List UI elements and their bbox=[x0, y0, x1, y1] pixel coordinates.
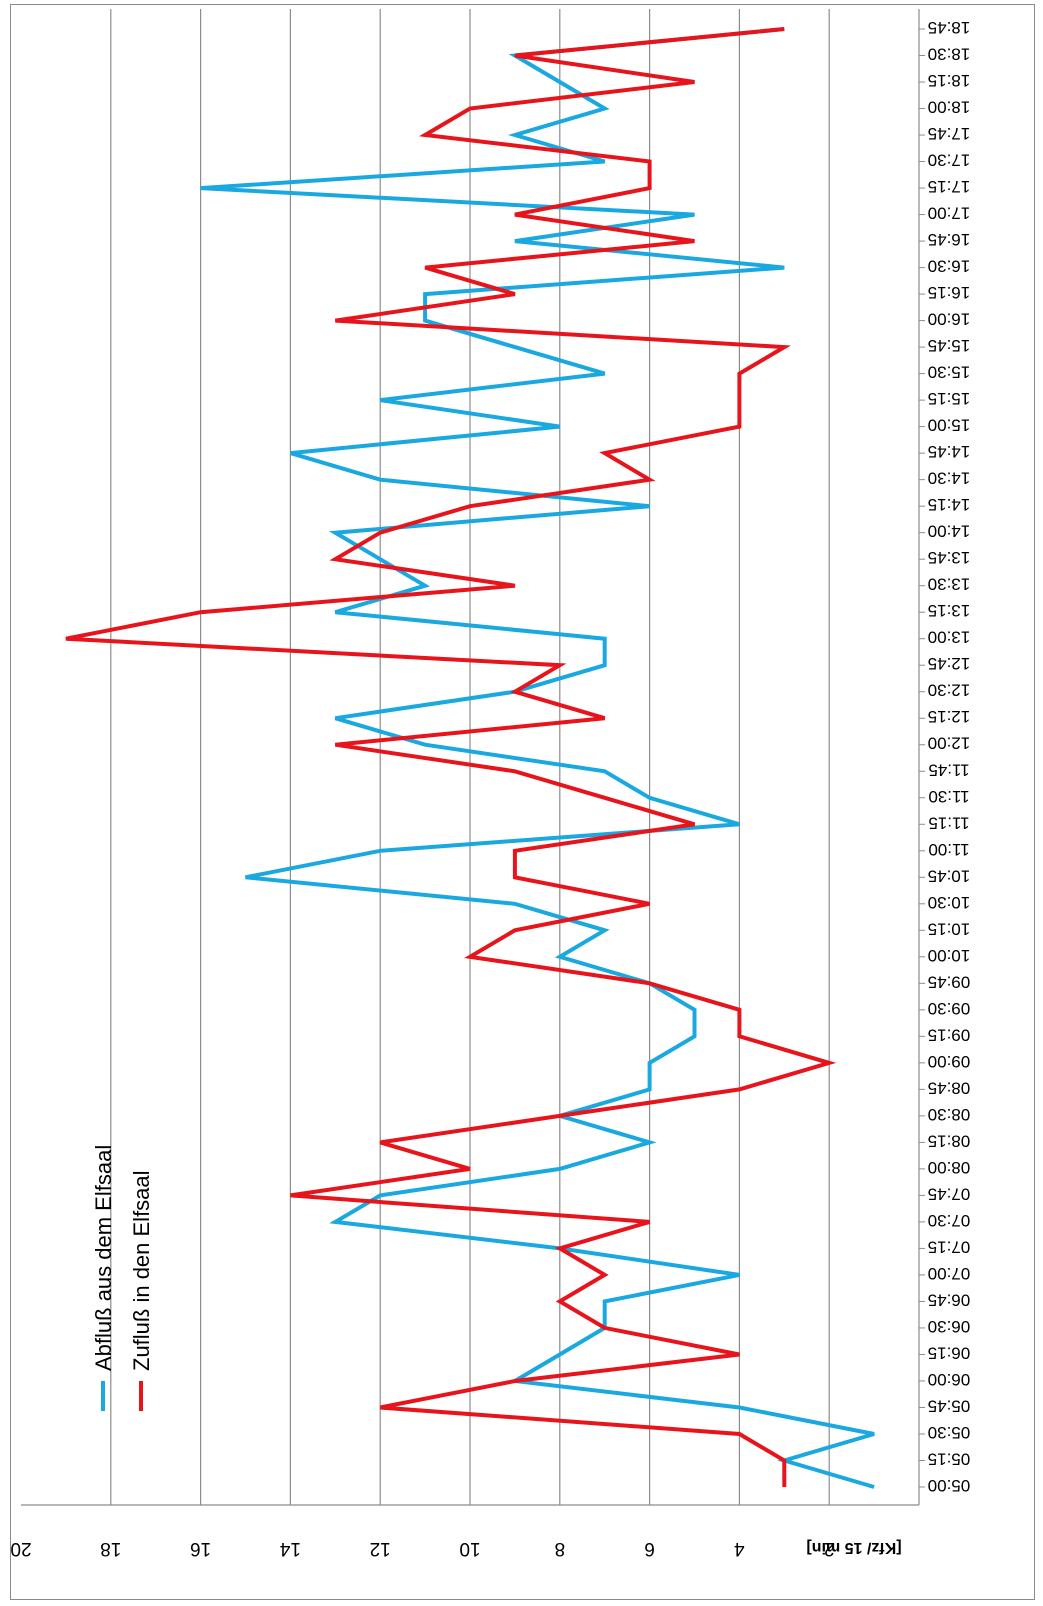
x-tick-label: 15:15 bbox=[928, 389, 971, 408]
x-tick-labels: 05:00 05:15 05:30 05:45 06:00 06:15 06:30 06:45… bbox=[928, 18, 971, 1495]
x-tick-label: 12:00 bbox=[928, 734, 971, 753]
x-tick-label: 15:45 bbox=[928, 336, 971, 355]
y-tick-label: 12 bbox=[370, 1538, 391, 1559]
x-tick-label: 07:15 bbox=[928, 1237, 971, 1256]
x-tick-label: 14:15 bbox=[928, 495, 971, 514]
x-tick-label: 05:30 bbox=[928, 1423, 971, 1442]
x-tick-label: 09:00 bbox=[928, 1052, 971, 1071]
y-tick-label: 4 bbox=[734, 1538, 745, 1559]
legend: Abfluß aus dem Elfsaal Zufluß in den Elfs… bbox=[91, 1145, 154, 1411]
y-tick-label: 6 bbox=[644, 1538, 655, 1559]
x-tick-label: 06:00 bbox=[928, 1370, 971, 1389]
x-tick-label: 06:15 bbox=[928, 1343, 971, 1362]
x-tick-label: 05:45 bbox=[928, 1396, 971, 1415]
series-line bbox=[200, 27, 875, 1489]
x-tick-label: 11:15 bbox=[928, 813, 969, 832]
chart-frame: 2 4 6 8 10 12 14 16 18 20 05:00 05:15 05:30 05:45 06:… bbox=[10, 4, 1035, 1600]
x-tick-label: 09:30 bbox=[928, 999, 971, 1018]
x-tick-label: 13:30 bbox=[928, 575, 971, 594]
x-tick-label: 05:15 bbox=[928, 1449, 971, 1468]
x-tick-label: 18:00 bbox=[928, 98, 971, 117]
x-tick-label: 10:45 bbox=[928, 866, 971, 885]
y-tick-label: 20 bbox=[11, 1538, 32, 1559]
x-tick-label: 12:15 bbox=[928, 707, 971, 726]
y-tick-labels: 2 4 6 8 10 12 14 16 18 20 bbox=[11, 1538, 834, 1559]
x-tick-label: 06:30 bbox=[928, 1317, 971, 1336]
y-tick-label: 2 bbox=[824, 1538, 835, 1559]
x-tick-label: 10:30 bbox=[928, 893, 971, 912]
x-tick-label: 07:45 bbox=[928, 1184, 971, 1203]
x-tick-label: 08:45 bbox=[928, 1078, 971, 1097]
line-chart: 2 4 6 8 10 12 14 16 18 20 05:00 05:15 05:30 05:45 06:… bbox=[11, 9, 971, 1559]
x-tick-label: 09:15 bbox=[928, 1025, 971, 1044]
x-tick-label: 12:30 bbox=[928, 681, 971, 700]
series-lines bbox=[65, 27, 875, 1489]
legend-entry: Zufluß in den Elfsaal bbox=[129, 1170, 154, 1371]
x-tick-label: 18:45 bbox=[928, 18, 971, 37]
series-line bbox=[65, 27, 837, 1487]
x-tick-label: 10:15 bbox=[928, 919, 971, 938]
axes bbox=[21, 9, 925, 1506]
y-tick-label: 16 bbox=[190, 1538, 211, 1559]
x-tick-label: 07:30 bbox=[928, 1211, 971, 1230]
x-tick-label: 14:30 bbox=[928, 469, 971, 488]
x-tick-label: 16:00 bbox=[928, 310, 971, 329]
x-tick-label: 07:00 bbox=[928, 1264, 971, 1283]
y-tick-label: 14 bbox=[279, 1538, 301, 1559]
legend-entry: Abfluß aus dem Elfsaal bbox=[91, 1145, 116, 1371]
x-tick-label: 17:15 bbox=[928, 177, 971, 196]
x-tick-label: 06:45 bbox=[928, 1290, 971, 1309]
x-tick-label: 09:45 bbox=[928, 972, 971, 991]
y-tick-label: 8 bbox=[555, 1538, 566, 1559]
x-tick-label: 17:00 bbox=[928, 204, 971, 223]
x-tick-label: 13:15 bbox=[928, 601, 971, 620]
x-tick-label: 15:00 bbox=[928, 416, 971, 435]
x-tick-label: 18:30 bbox=[928, 45, 971, 64]
y-tick-label: 18 bbox=[100, 1538, 121, 1559]
x-tick-label: 08:15 bbox=[928, 1131, 971, 1150]
y-tick-label: 10 bbox=[459, 1538, 480, 1559]
x-tick-label: 12:45 bbox=[928, 654, 971, 673]
x-tick-label: 14:45 bbox=[928, 442, 971, 461]
x-tick-label: 13:00 bbox=[928, 628, 971, 647]
x-tick-label: 15:30 bbox=[928, 363, 971, 382]
y-axis-label: [Kfz/ 15 min] bbox=[806, 1539, 901, 1556]
x-tick-label: 11:45 bbox=[928, 760, 969, 779]
gridlines bbox=[110, 9, 830, 1505]
x-tick-label: 08:00 bbox=[928, 1158, 971, 1177]
x-tick-label: 08:30 bbox=[928, 1105, 971, 1124]
x-tick-label: 14:00 bbox=[928, 522, 971, 541]
x-tick-label: 17:30 bbox=[928, 151, 971, 170]
x-tick-label: 10:00 bbox=[928, 946, 971, 965]
x-tick-label: 13:45 bbox=[928, 548, 971, 567]
x-tick-label: 17:45 bbox=[928, 124, 971, 143]
x-tick-label: 16:45 bbox=[928, 230, 971, 249]
x-tick-label: 11:30 bbox=[928, 787, 969, 806]
x-tick-label: 16:15 bbox=[928, 283, 971, 302]
x-tick-label: 05:00 bbox=[928, 1476, 971, 1495]
x-tick-label: 18:15 bbox=[928, 71, 971, 90]
x-tick-label: 11:00 bbox=[928, 840, 969, 859]
x-tick-label: 16:30 bbox=[928, 257, 971, 276]
